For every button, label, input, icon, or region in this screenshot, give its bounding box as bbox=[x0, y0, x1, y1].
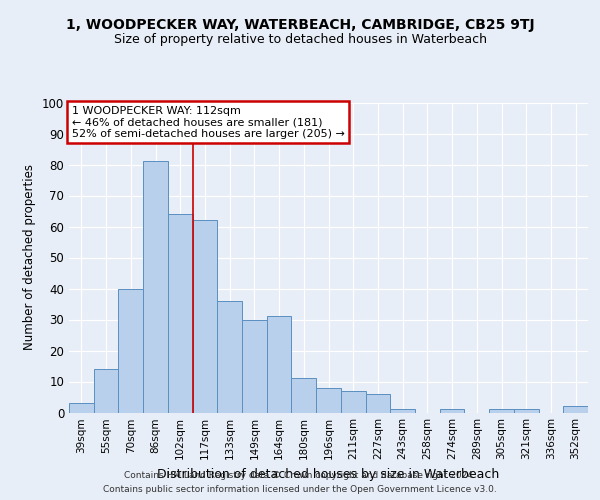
Bar bbox=[292, 378, 316, 412]
Bar bbox=[316, 388, 341, 412]
Bar bbox=[217, 301, 242, 412]
Bar bbox=[341, 391, 365, 412]
Bar bbox=[242, 320, 267, 412]
Bar bbox=[489, 410, 514, 412]
Text: Size of property relative to detached houses in Waterbeach: Size of property relative to detached ho… bbox=[113, 32, 487, 46]
Bar bbox=[94, 369, 118, 412]
Bar bbox=[365, 394, 390, 412]
Bar bbox=[440, 410, 464, 412]
X-axis label: Distribution of detached houses by size in Waterbeach: Distribution of detached houses by size … bbox=[157, 468, 500, 481]
Bar bbox=[143, 162, 168, 412]
Bar bbox=[514, 410, 539, 412]
Bar bbox=[168, 214, 193, 412]
Bar bbox=[267, 316, 292, 412]
Bar bbox=[390, 410, 415, 412]
Bar bbox=[193, 220, 217, 412]
Y-axis label: Number of detached properties: Number of detached properties bbox=[23, 164, 37, 350]
Bar bbox=[69, 403, 94, 412]
Bar bbox=[118, 288, 143, 412]
Bar bbox=[563, 406, 588, 412]
Text: Contains public sector information licensed under the Open Government Licence v3: Contains public sector information licen… bbox=[103, 484, 497, 494]
Text: 1, WOODPECKER WAY, WATERBEACH, CAMBRIDGE, CB25 9TJ: 1, WOODPECKER WAY, WATERBEACH, CAMBRIDGE… bbox=[65, 18, 535, 32]
Text: 1 WOODPECKER WAY: 112sqm
← 46% of detached houses are smaller (181)
52% of semi-: 1 WOODPECKER WAY: 112sqm ← 46% of detach… bbox=[71, 106, 344, 139]
Text: Contains HM Land Registry data © Crown copyright and database right 2024.: Contains HM Land Registry data © Crown c… bbox=[124, 472, 476, 480]
